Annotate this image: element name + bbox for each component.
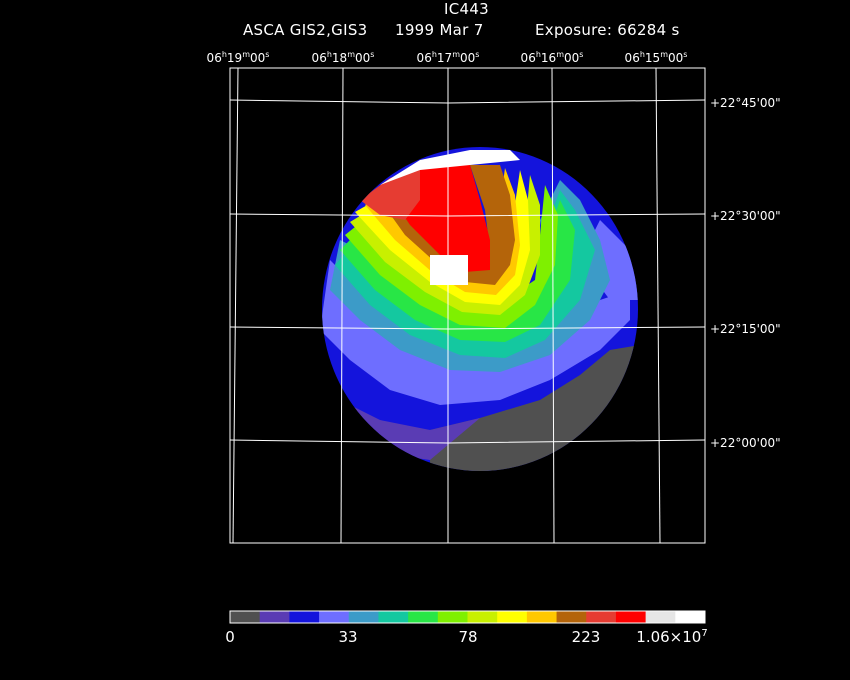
colorbar-label-2: 78 xyxy=(458,628,478,646)
dec-tick-label-0: +22°45'00" xyxy=(710,96,781,110)
colorbar-swatch-14 xyxy=(645,611,676,623)
ra-grid-line-1 xyxy=(340,67,344,544)
instrument-label: ASCA GIS2,GIS3 xyxy=(243,21,368,39)
ra-tick-label-1: 06h18m00s xyxy=(311,50,375,65)
dec-grid-line-3 xyxy=(229,439,706,444)
dec-tick-label-2: +22°15'00" xyxy=(710,322,781,336)
colorbar-label-3: 223 xyxy=(571,628,601,646)
colorbar-swatch-13 xyxy=(615,611,647,623)
colorbar xyxy=(229,610,706,624)
xray-image xyxy=(322,147,638,471)
plot-frame xyxy=(229,67,706,544)
colorbar-swatch-9 xyxy=(497,611,528,623)
ra-grid-line-0 xyxy=(232,67,239,544)
colorbar-swatch-7 xyxy=(437,611,468,623)
colorbar-swatch-10 xyxy=(526,611,558,623)
colorbar-label-0: 0 xyxy=(225,628,235,646)
ra-tick-label-2: 06h17m00s xyxy=(416,50,480,65)
dec-tick-label-3: +22°00'00" xyxy=(710,436,781,450)
colorbar-swatch-15 xyxy=(675,611,706,623)
colorbar-swatch-8 xyxy=(467,611,498,623)
ra-tick-label-3: 06h16m00s xyxy=(520,50,584,65)
exposure-label: Exposure: 66284 s xyxy=(535,21,680,39)
colorbar-label-4: 1.06×107 xyxy=(636,628,708,646)
ra-grid-line-4 xyxy=(655,67,661,544)
coordinate-grid xyxy=(229,67,706,544)
colorbar-swatch-3 xyxy=(319,611,350,623)
dec-grid-line-1 xyxy=(229,213,706,217)
peak-white-core xyxy=(430,255,468,285)
ra-tick-label-0: 06h19m00s xyxy=(206,50,270,65)
colorbar-swatch-0 xyxy=(230,611,261,623)
colorbar-swatch-1 xyxy=(259,611,290,623)
ra-tick-label-4: 06h15m00s xyxy=(624,50,688,65)
colorbar-swatch-4 xyxy=(348,611,379,623)
colorbar-swatch-2 xyxy=(289,611,320,623)
dec-grid-line-0 xyxy=(229,99,706,104)
dec-tick-label-1: +22°30'00" xyxy=(710,209,781,223)
colorbar-swatch-6 xyxy=(408,611,439,623)
chart-title: IC443 xyxy=(444,0,490,18)
colorbar-label-1: 33 xyxy=(338,628,358,646)
date-label: 1999 Mar 7 xyxy=(395,21,484,39)
dec-grid-line-2 xyxy=(229,326,706,330)
colorbar-swatch-5 xyxy=(378,611,409,623)
ra-grid-line-3 xyxy=(551,67,555,544)
colorbar-swatch-12 xyxy=(586,611,617,623)
colorbar-frame xyxy=(229,610,706,624)
colorbar-swatch-11 xyxy=(556,611,587,623)
